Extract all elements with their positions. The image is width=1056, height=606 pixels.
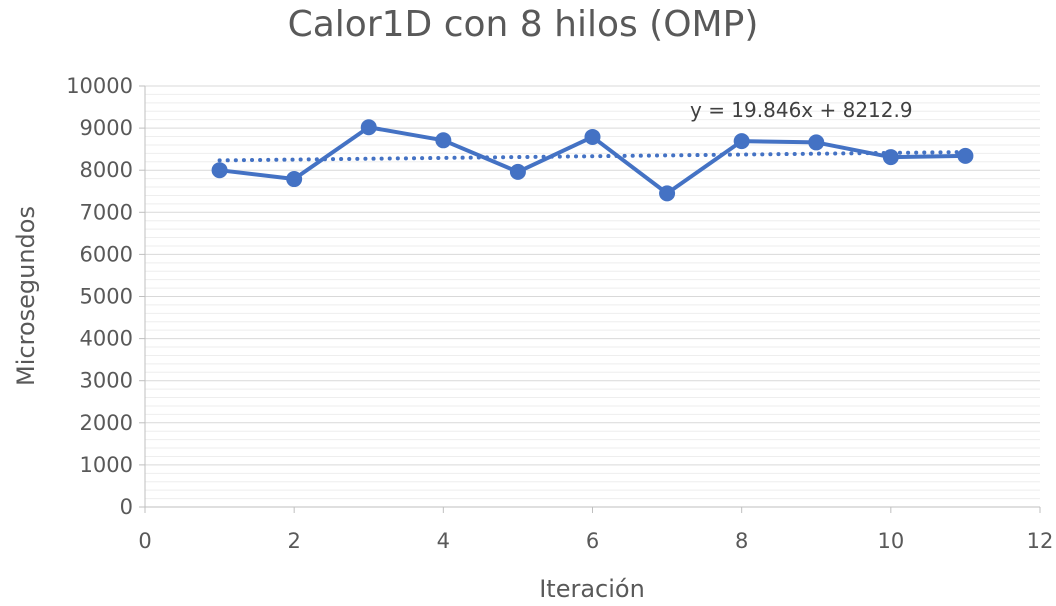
x-tick-label: 0 <box>138 529 151 553</box>
x-tick-label: 10 <box>877 529 904 553</box>
tick-labels: 0100020003000400050006000700080009000100… <box>66 74 1053 553</box>
x-tick-label: 4 <box>437 529 450 553</box>
trendline-equation: y = 19.846x + 8212.9 <box>690 98 913 122</box>
y-tick-label: 5000 <box>80 285 133 309</box>
y-tick-label: 9000 <box>80 116 133 140</box>
x-tick-label: 2 <box>287 529 300 553</box>
axes <box>139 85 1041 513</box>
y-tick-label: 1000 <box>80 453 133 477</box>
trendline-line <box>217 150 968 163</box>
data-point <box>584 128 601 145</box>
y-tick-label: 7000 <box>80 200 133 224</box>
x-tick-label: 6 <box>586 529 599 553</box>
data-point <box>957 147 974 164</box>
data-point <box>360 119 377 136</box>
data-point <box>509 163 526 180</box>
y-tick-label: 4000 <box>80 327 133 351</box>
y-tick-label: 2000 <box>80 411 133 435</box>
y-tick-label: 0 <box>120 495 133 519</box>
y-tick-label: 3000 <box>80 369 133 393</box>
data-point <box>659 185 676 202</box>
y-axis-title: Microsegundos <box>12 206 40 386</box>
y-tick-label: 8000 <box>80 158 133 182</box>
data-point <box>286 171 303 188</box>
trendline <box>217 150 968 163</box>
x-axis-title: Iteración <box>539 575 645 603</box>
y-tick-label: 10000 <box>66 74 133 98</box>
data-series <box>211 119 974 202</box>
data-point <box>882 149 899 166</box>
grid-lines <box>145 85 1040 500</box>
data-point <box>435 132 452 149</box>
data-point <box>733 133 750 150</box>
data-point <box>211 162 228 179</box>
data-point <box>808 134 825 151</box>
chart-title: Calor1D con 8 hilos (OMP) <box>288 4 759 45</box>
y-tick-label: 6000 <box>80 242 133 266</box>
x-tick-label: 8 <box>735 529 748 553</box>
x-tick-label: 12 <box>1027 529 1054 553</box>
